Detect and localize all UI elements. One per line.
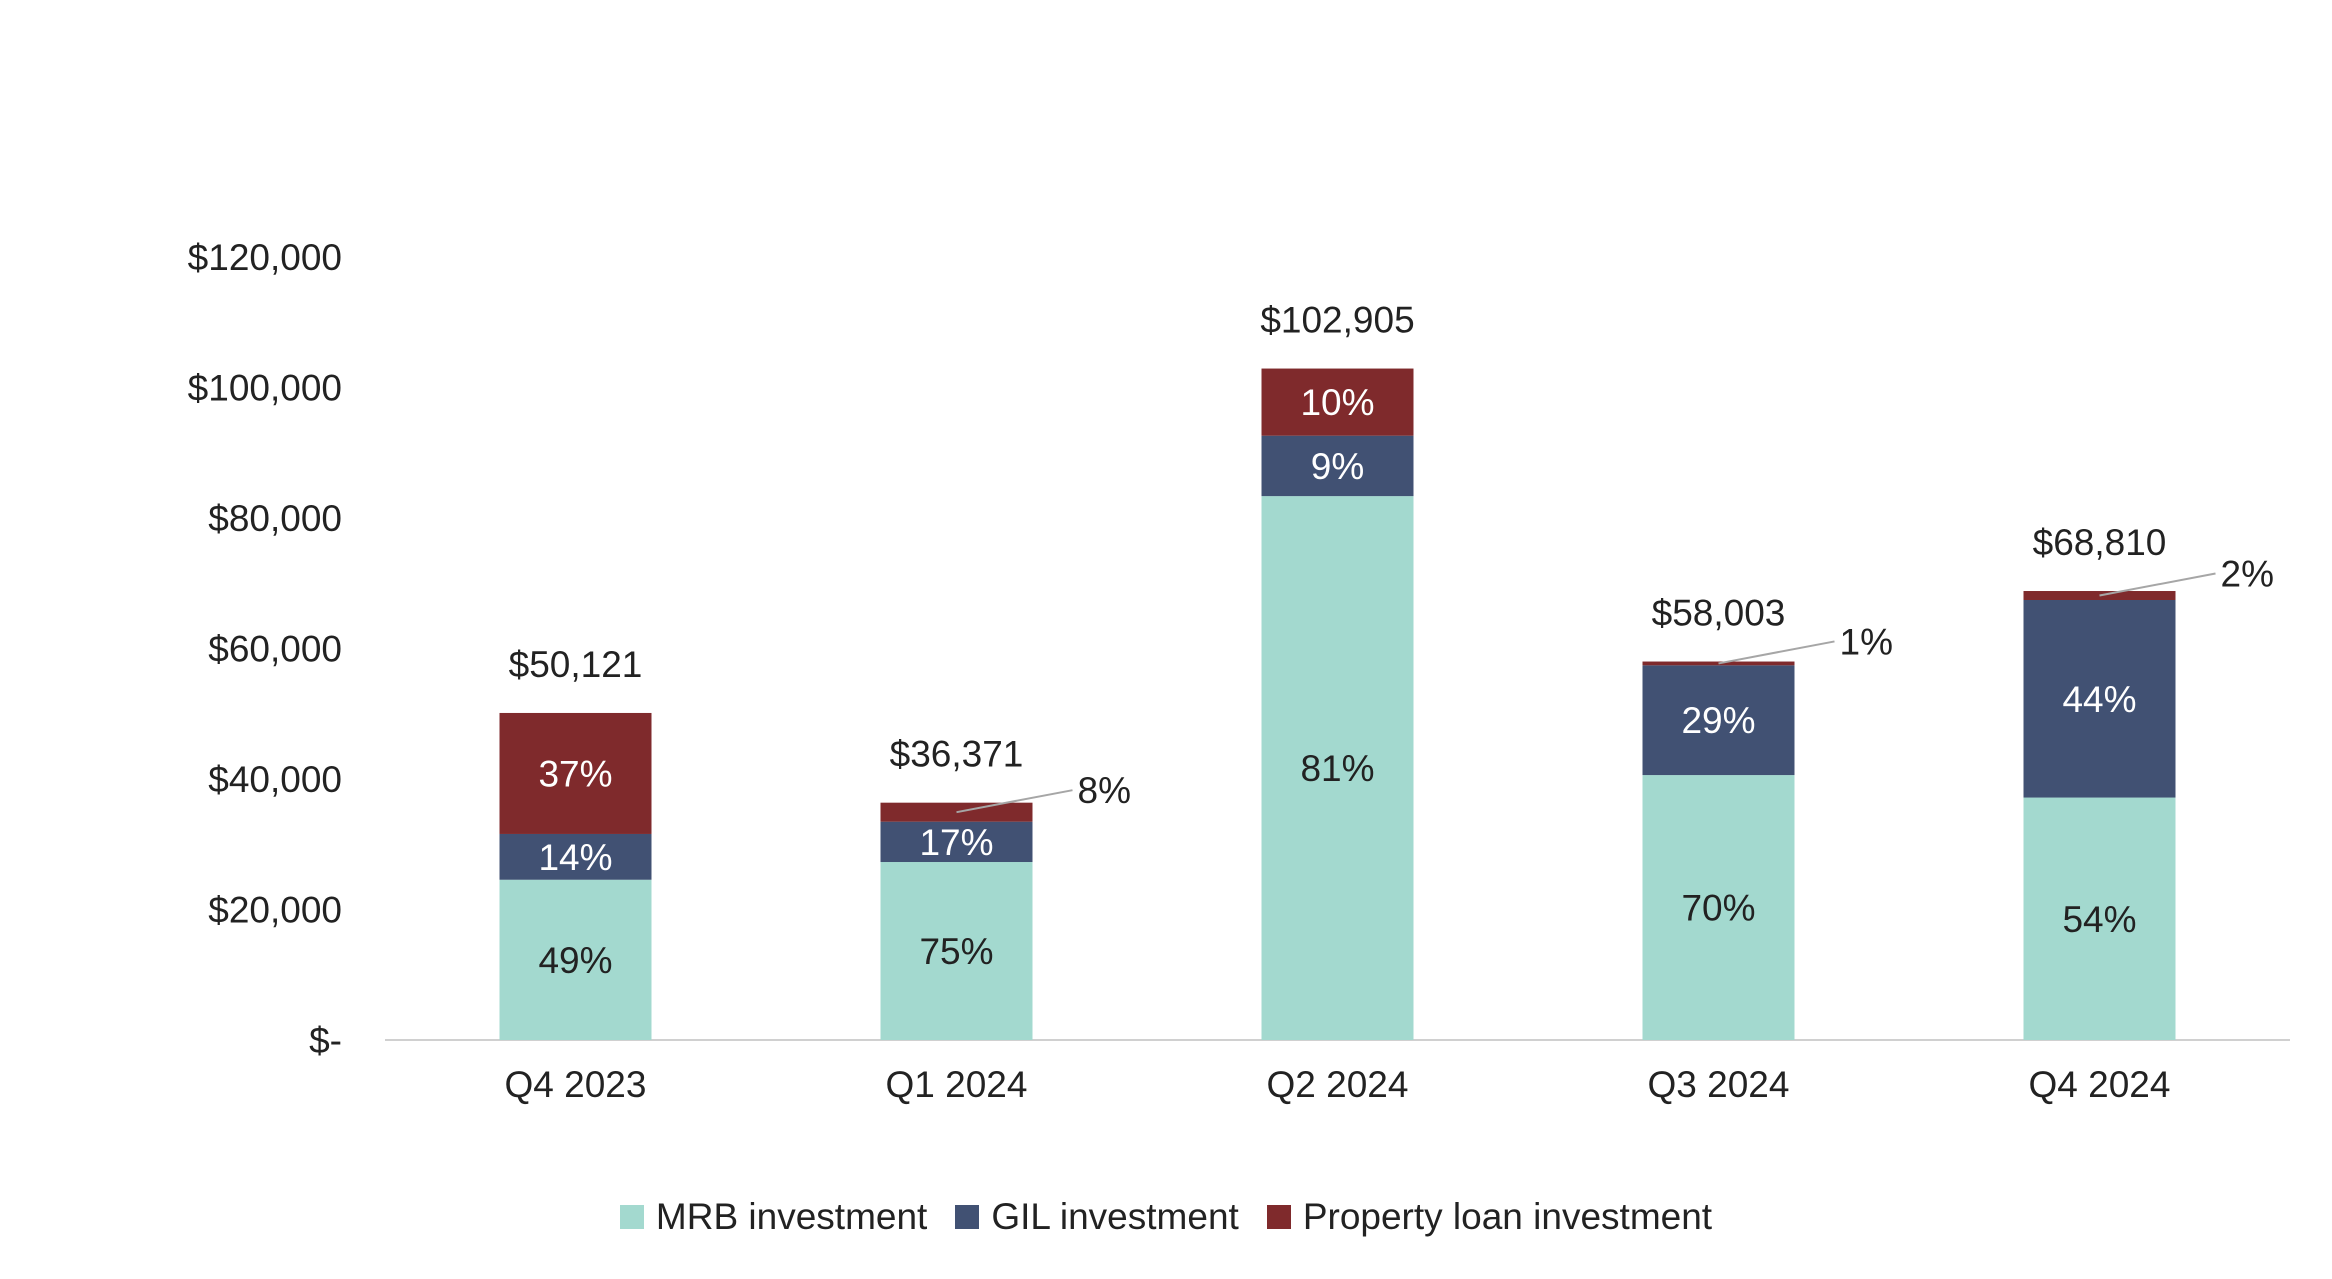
legend-label-property-loan: Property loan investment: [1302, 1196, 1713, 1237]
data-label: 44%: [2062, 679, 2136, 720]
y-tick-label: $100,000: [188, 368, 342, 409]
legend-swatch-property-loan: [1266, 1205, 1291, 1229]
data-label: 9%: [1311, 446, 1364, 487]
data-label: 8%: [1078, 770, 1131, 811]
legend-label-gil: GIL investment: [991, 1196, 1239, 1237]
leader-line: [1718, 640, 1835, 665]
total-label: $36,371: [890, 734, 1024, 775]
data-label: 49%: [538, 940, 612, 981]
data-label: 17%: [919, 822, 993, 863]
total-label: $102,905: [1260, 300, 1414, 341]
leader-line: [2099, 572, 2216, 597]
bar-segment: [1261, 435, 1414, 497]
y-tick-label: $80,000: [208, 498, 342, 539]
y-tick-label: $-: [309, 1020, 342, 1061]
x-tick-label: Q2 2024: [1267, 1064, 1409, 1105]
bar-segment: [880, 862, 1033, 1040]
legend-swatch-gil: [955, 1205, 980, 1229]
x-tick-label: Q1 2024: [886, 1064, 1028, 1105]
x-tick-label: Q3 2024: [1648, 1064, 1790, 1105]
data-label: 1%: [1840, 621, 1893, 662]
bar-segment: [880, 821, 1033, 863]
data-label: 75%: [919, 931, 993, 972]
bar-segment: [1642, 775, 1795, 1040]
bar-segment: [499, 712, 652, 834]
y-tick-label: $40,000: [208, 759, 342, 800]
legend-swatch-mrb: [619, 1205, 644, 1229]
legend: MRB investment GIL investment Property l…: [0, 1196, 2332, 1238]
bar-segment: [499, 833, 652, 880]
legend-item-property-loan: Property loan investment: [1266, 1196, 1713, 1238]
x-tick-label: Q4 2023: [505, 1064, 647, 1105]
data-label: 10%: [1300, 382, 1374, 423]
total-label: $68,810: [2033, 522, 2167, 563]
bar-segment: [1642, 665, 1795, 776]
bar-segment: [1261, 496, 1414, 1040]
bar-segment: [1261, 368, 1414, 436]
data-label: 14%: [538, 837, 612, 878]
data-label: 81%: [1300, 748, 1374, 789]
total-label: $58,003: [1652, 593, 1786, 634]
legend-item-mrb: MRB investment: [619, 1196, 928, 1238]
data-label: 37%: [538, 753, 612, 794]
legend-label-mrb: MRB investment: [655, 1196, 928, 1237]
legend-item-gil: GIL investment: [955, 1196, 1239, 1238]
bar-segment: [499, 879, 652, 1040]
data-label: 70%: [1681, 888, 1755, 929]
data-label: 54%: [2062, 899, 2136, 940]
x-tick-label: Q4 2024: [2029, 1064, 2171, 1105]
y-tick-label: $120,000: [188, 237, 342, 278]
bar-segment: [2023, 599, 2176, 798]
total-label: $50,121: [509, 644, 643, 685]
bar-segment: [2023, 797, 2176, 1040]
leader-line: [956, 789, 1073, 814]
y-tick-label: $20,000: [208, 890, 342, 931]
data-label: 29%: [1681, 700, 1755, 741]
y-tick-label: $60,000: [208, 629, 342, 670]
data-label: 2%: [2221, 554, 2274, 595]
